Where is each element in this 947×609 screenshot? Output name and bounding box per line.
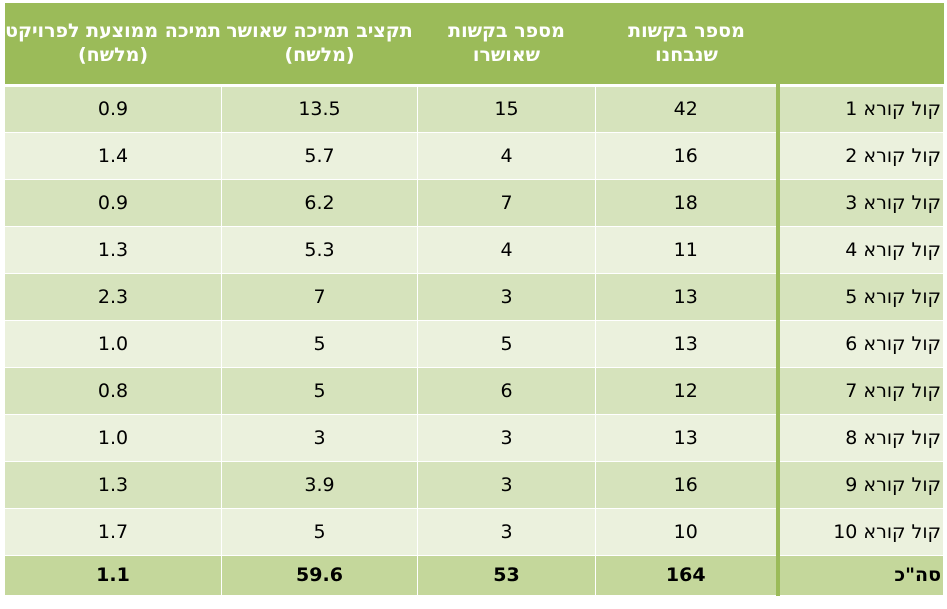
total-row: סה"כ 164 53 59.6 1.1 — [4, 554, 944, 596]
total-label: סה"כ — [775, 554, 944, 596]
table-row: קול קורא 8 13 3 3 1.0 — [4, 413, 944, 462]
table-row: קול קורא 7 12 6 5 0.8 — [4, 366, 944, 415]
cell-examined: 18 — [595, 178, 778, 227]
cell-budget: 5 — [221, 319, 418, 368]
cell-avg: 0.8 — [4, 366, 222, 415]
cell-budget: 5 — [221, 507, 418, 556]
total-approved: 53 — [417, 554, 596, 596]
cell-examined: 13 — [595, 413, 778, 462]
cell-budget: 5.3 — [221, 225, 418, 274]
table-row: קול קורא 10 10 3 5 1.7 — [4, 507, 944, 556]
cell-budget: 3 — [221, 413, 418, 462]
table-row: קול קורא 9 16 3 3.9 1.3 — [4, 460, 944, 509]
table-row: קול קורא 2 16 4 5.7 1.4 — [4, 131, 944, 180]
cell-approved: 3 — [417, 507, 596, 556]
cell-examined: 11 — [595, 225, 778, 274]
cell-approved: 7 — [417, 178, 596, 227]
row-label: קול קורא 10 — [775, 507, 944, 556]
cell-avg: 1.3 — [4, 225, 222, 274]
cell-avg: 1.4 — [4, 131, 222, 180]
cell-avg: 2.3 — [4, 272, 222, 321]
table-container: מספר בקשות שנבחנו מספר בקשות שאושרו תקצי… — [4, 3, 944, 603]
header-approved-budget: תקציב תמיכה שאושר (מלשח) — [221, 3, 418, 87]
header-avg-support: תמיכה ממוצעת לפרויקט (מלשח) — [4, 3, 222, 87]
row-label: קול קורא 9 — [775, 460, 944, 509]
row-label: קול קורא 8 — [775, 413, 944, 462]
row-label: קול קורא 1 — [775, 84, 944, 133]
cell-examined: 42 — [595, 84, 778, 133]
cell-examined: 16 — [595, 131, 778, 180]
cell-approved: 5 — [417, 319, 596, 368]
cell-examined: 13 — [595, 272, 778, 321]
cell-approved: 3 — [417, 460, 596, 509]
header-requests-approved: מספר בקשות שאושרו — [417, 3, 596, 87]
header-requests-examined: מספר בקשות שנבחנו — [595, 3, 778, 87]
cell-budget: 5.7 — [221, 131, 418, 180]
cell-approved: 4 — [417, 131, 596, 180]
cell-examined: 13 — [595, 319, 778, 368]
header-row: מספר בקשות שנבחנו מספר בקשות שאושרו תקצי… — [4, 3, 944, 87]
cell-avg: 1.0 — [4, 319, 222, 368]
cell-budget: 7 — [221, 272, 418, 321]
cell-approved: 4 — [417, 225, 596, 274]
row-label: קול קורא 4 — [775, 225, 944, 274]
cell-approved: 15 — [417, 84, 596, 133]
cell-budget: 3.9 — [221, 460, 418, 509]
cell-examined: 12 — [595, 366, 778, 415]
table-row: קול קורא 5 13 3 7 2.3 — [4, 272, 944, 321]
cell-budget: 13.5 — [221, 84, 418, 133]
cell-avg: 0.9 — [4, 178, 222, 227]
row-label: קול קורא 5 — [775, 272, 944, 321]
total-examined: 164 — [595, 554, 778, 596]
total-budget: 59.6 — [221, 554, 418, 596]
cell-examined: 16 — [595, 460, 778, 509]
row-label: קול קורא 7 — [775, 366, 944, 415]
cell-avg: 0.9 — [4, 84, 222, 133]
table-row: קול קורא 6 13 5 5 1.0 — [4, 319, 944, 368]
cell-examined: 10 — [595, 507, 778, 556]
cell-avg: 1.0 — [4, 413, 222, 462]
row-label: קול קורא 2 — [775, 131, 944, 180]
header-label — [777, 3, 944, 87]
cell-approved: 3 — [417, 413, 596, 462]
calls-summary-table: מספר בקשות שנבחנו מספר בקשות שאושרו תקצי… — [4, 3, 944, 596]
cell-avg: 1.3 — [4, 460, 222, 509]
table-row: קול קורא 4 11 4 5.3 1.3 — [4, 225, 944, 274]
cell-budget: 6.2 — [221, 178, 418, 227]
row-label: קול קורא 6 — [775, 319, 944, 368]
table-row: קול קורא 1 42 15 13.5 0.9 — [4, 84, 944, 133]
table-row: קול קורא 3 18 7 6.2 0.9 — [4, 178, 944, 227]
cell-budget: 5 — [221, 366, 418, 415]
cell-approved: 6 — [417, 366, 596, 415]
total-avg: 1.1 — [4, 554, 222, 596]
cell-approved: 3 — [417, 272, 596, 321]
row-label: קול קורא 3 — [775, 178, 944, 227]
cell-avg: 1.7 — [4, 507, 222, 556]
